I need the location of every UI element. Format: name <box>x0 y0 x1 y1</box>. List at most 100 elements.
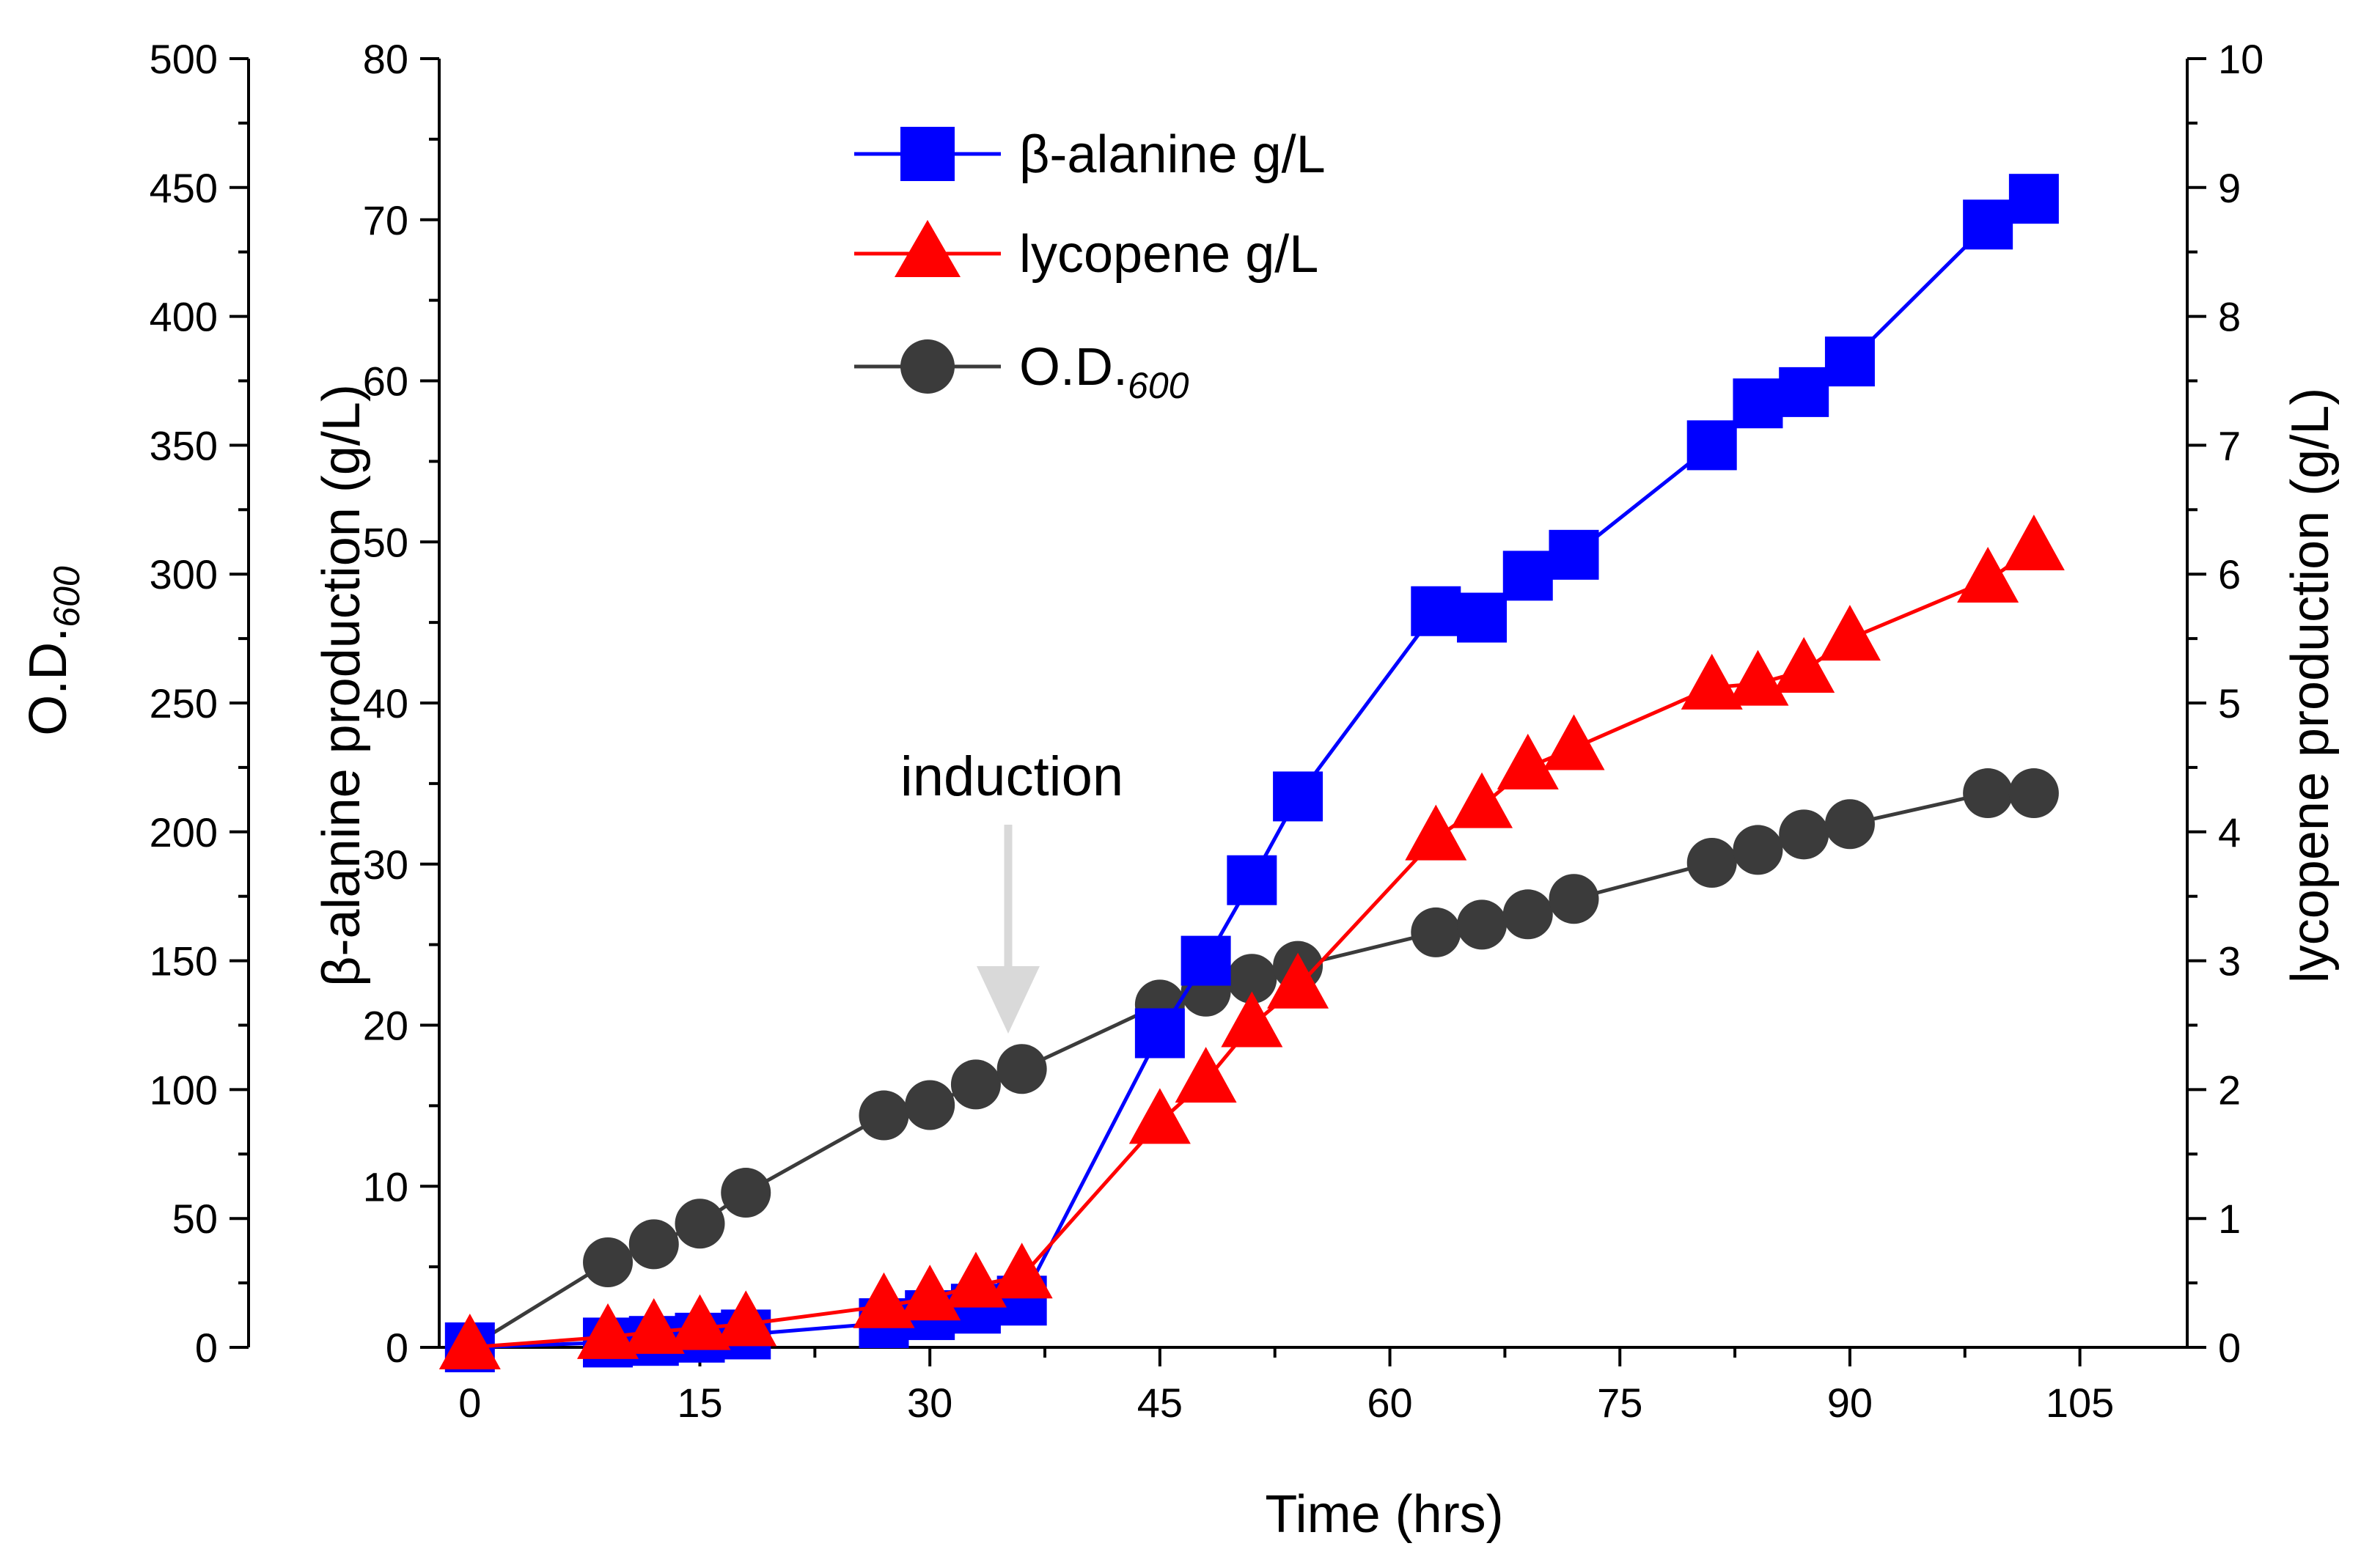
induction-annotation: induction <box>900 746 1123 1034</box>
beta-tick-label: 40 <box>363 680 408 726</box>
lycopene-tick-label: 9 <box>2218 165 2241 211</box>
data-point-lycopene <box>438 1314 501 1369</box>
data-point-od <box>1824 799 1875 850</box>
data-point-lycopene <box>1128 1088 1191 1144</box>
lycopene-tick-label: 4 <box>2218 809 2241 855</box>
data-point-lycopene <box>1221 991 1283 1048</box>
data-point-beta-alanine <box>1733 378 1783 429</box>
data-point-beta-alanine <box>1227 855 1277 905</box>
data-point-beta-alanine <box>1779 367 1829 417</box>
data-point-lycopene <box>669 1294 731 1350</box>
data-point-beta-alanine <box>1134 1008 1185 1059</box>
x-tick-label: 45 <box>1137 1380 1183 1426</box>
data-point-od <box>905 1080 955 1130</box>
data-point-od <box>950 1059 1001 1110</box>
data-point-lycopene <box>1405 804 1467 861</box>
data-point-od <box>1457 899 1508 950</box>
lycopene-tick-label: 7 <box>2218 422 2241 468</box>
od-tick-label: 300 <box>150 551 218 597</box>
data-point-od <box>675 1199 725 1249</box>
data-point-lycopene <box>944 1251 1007 1308</box>
data-point-beta-alanine <box>2008 174 2059 224</box>
data-point-od <box>859 1090 909 1141</box>
beta-tick-label: 70 <box>363 197 408 243</box>
od-tick-label: 400 <box>150 294 218 340</box>
series-layer <box>438 174 2065 1372</box>
data-point-lycopene <box>1681 653 1743 710</box>
induction-label: induction <box>900 746 1123 808</box>
lycopene-tick-label: 10 <box>2218 36 2263 82</box>
lycopene-tick-label: 1 <box>2218 1196 2241 1242</box>
x-tick-label: 75 <box>1597 1380 1642 1426</box>
data-point-od <box>1686 837 1737 888</box>
data-point-beta-alanine <box>1273 771 1323 822</box>
beta-tick-label: 30 <box>363 842 408 888</box>
data-point-lycopene <box>715 1290 777 1347</box>
lycopene-tick-label: 8 <box>2218 294 2241 340</box>
od-tick-label: 350 <box>150 422 218 468</box>
x-tick-label: 15 <box>677 1380 722 1426</box>
od-axis-title-main: O.D. <box>19 627 78 736</box>
x-axis-title: Time (hrs) <box>1265 1485 1503 1544</box>
data-point-lycopene <box>623 1298 685 1354</box>
legend-item-od: O.D.600 <box>854 338 1189 406</box>
data-point-od <box>1227 954 1277 1004</box>
legend-marker-square <box>900 127 955 181</box>
series-triangle <box>438 515 2065 1369</box>
legend-label-od: O.D.600 <box>1019 338 1189 406</box>
lycopene-tick-label: 2 <box>2218 1067 2241 1113</box>
od-axis-title-sub: 600 <box>46 566 87 627</box>
axes-layer: 0 15 30 45 60 75 90 105050100150200250300350400… <box>150 36 2264 1426</box>
data-point-lycopene <box>1543 714 1605 770</box>
od-tick-label: 200 <box>150 809 218 855</box>
lycopene-tick-label: 0 <box>2218 1325 2241 1371</box>
data-point-od <box>2008 768 2059 819</box>
data-point-beta-alanine <box>1457 592 1508 643</box>
data-point-lycopene <box>1267 952 1329 1009</box>
legend-item-lycopene: lycopene g/L <box>854 220 1318 284</box>
data-point-od <box>1549 874 1599 924</box>
data-point-lycopene <box>991 1243 1053 1299</box>
data-point-od <box>1502 889 1553 940</box>
x-tick-label: 0 <box>458 1380 481 1426</box>
data-point-od <box>996 1044 1047 1094</box>
data-point-od <box>1963 768 2013 819</box>
data-point-lycopene <box>1451 772 1513 828</box>
od-tick-label: 0 <box>195 1325 218 1371</box>
data-point-lycopene <box>1773 637 1835 693</box>
legend: β-alanine g/L lycopene g/L O.D.600 <box>854 125 1326 406</box>
data-point-lycopene <box>853 1272 915 1328</box>
data-point-beta-alanine <box>1686 420 1737 471</box>
data-point-beta-alanine <box>1502 551 1553 601</box>
data-point-lycopene <box>1957 546 2019 603</box>
od-tick-label: 250 <box>150 680 218 726</box>
data-point-od <box>1779 809 1829 860</box>
series-circle <box>444 768 2059 1372</box>
od-tick-label: 150 <box>150 938 218 984</box>
data-point-lycopene <box>1727 649 1789 706</box>
beta-axis-title: β-alanine production (g/L) <box>312 384 371 987</box>
legend-label-od-main: O.D. <box>1019 338 1128 397</box>
beta-tick-label: 60 <box>363 358 408 405</box>
x-tick-label: 90 <box>1827 1380 1873 1426</box>
data-point-od <box>583 1237 634 1287</box>
x-tick-label: 105 <box>2046 1380 2114 1426</box>
data-point-lycopene <box>1175 1047 1237 1103</box>
od-tick-label: 100 <box>150 1067 218 1113</box>
data-point-lycopene <box>899 1265 961 1321</box>
x-tick-label: 60 <box>1367 1380 1412 1426</box>
legend-label-od-sub: 600 <box>1128 365 1189 406</box>
lycopene-tick-label: 6 <box>2218 551 2241 597</box>
induction-arrow-head <box>977 966 1040 1034</box>
data-point-beta-alanine <box>1963 199 2013 250</box>
data-point-od <box>1411 907 1461 957</box>
beta-tick-label: 20 <box>363 1003 408 1049</box>
beta-tick-label: 0 <box>386 1325 408 1371</box>
lycopene-tick-label: 3 <box>2218 938 2241 984</box>
legend-label-beta: β-alanine g/L <box>1019 125 1326 184</box>
od-tick-label: 500 <box>150 36 218 82</box>
data-point-lycopene <box>1497 733 1559 789</box>
legend-marker-circle <box>900 339 955 394</box>
